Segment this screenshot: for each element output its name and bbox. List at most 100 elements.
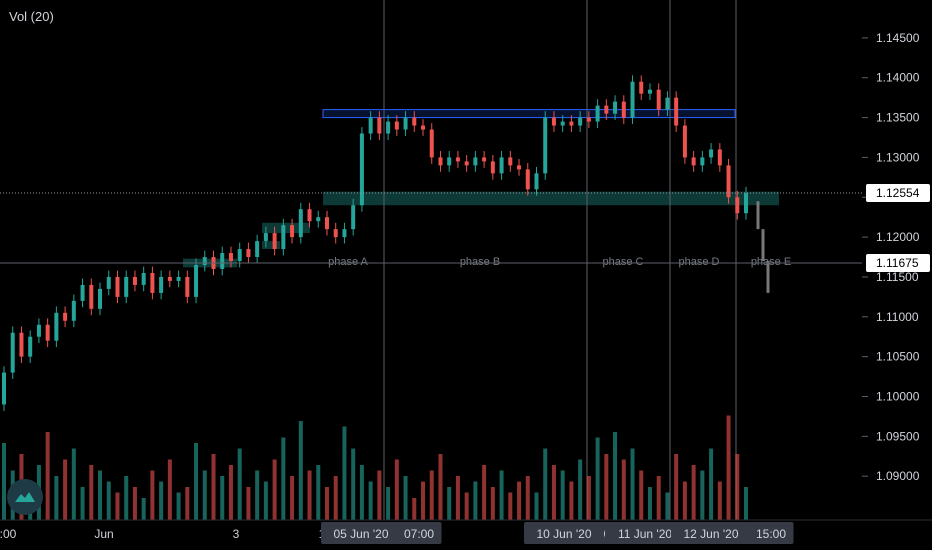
accumulation-zone [262,222,310,234]
volume-bar [735,454,740,520]
volume-bar [202,470,207,520]
y-tick-label: 1.11500 [876,270,919,284]
volume-bar [560,470,565,520]
volume-bar [490,487,495,520]
candle-body [508,157,513,166]
candle-body [307,209,312,222]
candle-body [185,276,190,297]
candle-body [272,233,277,250]
volume-bar [394,459,399,520]
candle-body [726,165,731,198]
volume-bar [621,459,626,520]
candle-body [115,276,120,297]
time-badge [605,522,685,544]
candle-body [691,157,696,166]
volume-bar [674,454,679,520]
candle-body [132,276,137,285]
candle-body [63,312,68,321]
volume-bar [473,481,478,520]
y-tick-label: 1.10000 [876,389,920,403]
volume-bar [368,481,373,520]
candle-body [54,312,59,341]
resistance-zone [322,109,736,119]
candle-body [621,101,626,118]
candle-body [150,272,155,293]
candle-body [700,157,705,166]
candle-body [482,157,487,162]
volume-bar [656,476,661,520]
candle-body [324,217,329,230]
volume-bar [176,492,181,520]
phase-label: phase E [751,256,791,268]
candle-body [2,372,6,405]
phase-label: phase C [603,256,644,268]
volume-bar [534,492,539,520]
candle-body [263,233,268,242]
projection-layer [756,201,770,293]
volume-bar [150,470,155,520]
candle-body [639,81,644,94]
phase-labels-layer: phase A phase B phase C phase D phase E [328,256,791,268]
candle-body [28,336,33,357]
volume-bar [525,476,530,520]
volume-bar [586,476,591,520]
candle-body [429,129,434,158]
volume-bar [717,481,722,520]
volume-bar [700,470,705,520]
time-label: 11 Jun '20 [618,527,672,541]
candle-body [194,265,199,297]
volume-bar [438,454,443,520]
candle-body [167,276,172,281]
volume-bar [333,476,338,520]
candle-body [342,229,347,238]
time-label: Jun [94,527,113,541]
y-tick-label: 1.14000 [876,71,920,85]
tradingview-logo[interactable] [7,479,43,515]
volume-bar [316,465,321,520]
y-tick-label: 1.09000 [876,469,920,483]
y-tick-label: 1.11000 [876,310,919,324]
volume-bar [246,487,251,520]
candle-body [202,257,207,265]
time-badge [524,522,604,544]
time-label: :00 [0,527,17,541]
candle-body [71,300,76,321]
volume-bar [298,421,303,520]
volume-indicator-label[interactable]: Vol (20) [9,9,54,24]
time-label: 05 Jun '20 [333,527,388,541]
candle-body [176,276,181,281]
volume-bar [307,470,312,520]
volume-bar [613,432,618,520]
volume-bar [665,492,670,520]
candle-body [403,117,408,130]
volume-bar [124,476,129,520]
candle-body [674,97,679,126]
volume-bar [141,498,146,520]
volume-bar [551,465,556,520]
support-zone [323,191,779,206]
accumulation-zone [262,241,280,250]
last-price-badge [866,183,930,202]
candle-body [455,157,460,162]
candle-body [656,89,661,110]
projection-bar [761,229,765,262]
volume-bar [543,448,548,520]
volume-bar [726,415,731,520]
candle-body [551,117,556,126]
volume-bar [508,492,513,520]
candle-body [228,253,233,262]
candle-body [543,117,548,174]
phase-label: phase B [460,256,500,268]
phase-label: phase D [679,256,720,268]
time-badge [396,522,442,544]
candle-body [106,276,111,289]
candle-body [124,276,129,297]
volume-bar [569,481,574,520]
candle-body [534,173,539,190]
candles-layer [2,75,748,411]
volume-bar [220,476,225,520]
candle-body [368,117,373,134]
volume-bar [464,492,469,520]
